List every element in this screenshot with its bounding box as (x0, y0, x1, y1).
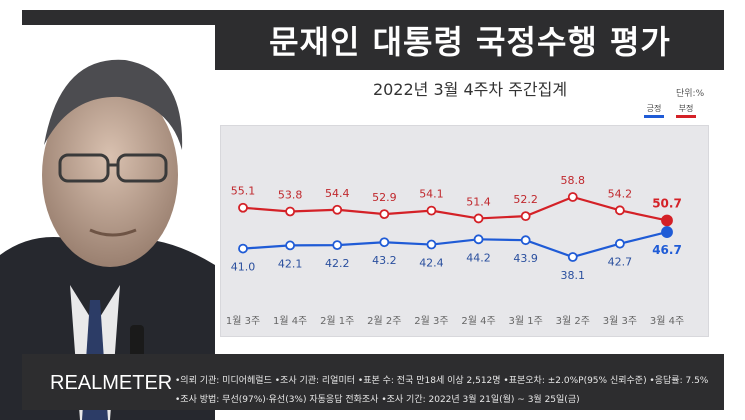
footer-notes: •의뢰 기관: 미디어헤럴드 •조사 기관: 리얼미터 •표본 수: 전국 만1… (175, 372, 715, 410)
negative-point (379, 209, 390, 220)
negative-value-label: 54.2 (608, 187, 633, 200)
footer-line-2: •조사 방법: 무선(97%)·유선(3%) 자동응답 전화조사 •조사 기간:… (175, 395, 580, 405)
x-tick-label: 3월 3주 (603, 315, 637, 327)
x-tick-label: 2월 2주 (367, 315, 401, 327)
positive-series-line (242, 231, 668, 259)
positive-value-label: 42.7 (608, 256, 633, 269)
x-tick-label: 1월 3주 (226, 315, 260, 327)
negative-point (238, 202, 248, 213)
negative-value-label: 58.8 (561, 174, 586, 187)
positive-point (567, 252, 578, 262)
positive-value-label: 41.0 (231, 261, 256, 274)
positive-value-label: 38.1 (561, 269, 586, 282)
negative-point (661, 214, 673, 227)
negative-value-label: 50.7 (652, 196, 682, 210)
negative-point (520, 211, 531, 222)
positive-point (520, 235, 531, 246)
x-tick-label: 2월 3주 (414, 315, 448, 327)
positive-value-label: 46.7 (652, 243, 682, 257)
positive-point (332, 240, 343, 251)
realmeter-logo: REALMETER (50, 372, 173, 394)
legend: 긍정 부정 (640, 103, 702, 123)
positive-point (285, 240, 296, 251)
x-tick-label: 2월 4주 (461, 315, 495, 327)
negative-point (285, 206, 296, 217)
footer-bar (22, 354, 724, 410)
footer-line-1: •의뢰 기관: 미디어헤럴드 •조사 기관: 리얼미터 •표본 수: 전국 만1… (175, 376, 709, 386)
positive-value-label: 43.9 (513, 252, 538, 265)
negative-value-label: 51.4 (466, 195, 491, 208)
negative-series-line (242, 195, 668, 222)
legend-negative-swatch (676, 115, 696, 118)
legend-positive-label: 긍정 (646, 104, 662, 113)
negative-value-label: 52.2 (513, 193, 538, 206)
unit-label: 단위:% (676, 89, 705, 99)
legend-negative-label: 부정 (678, 104, 694, 113)
positive-point (661, 226, 673, 238)
positive-point (614, 238, 625, 249)
plot-area (220, 125, 709, 337)
chart-subtitle: 2022년 3월 4주차 주간집계 (372, 80, 568, 99)
positive-point (238, 243, 248, 254)
negative-value-label: 53.8 (278, 188, 303, 201)
chart-title: 문재인 대통령 국정수행 평가 (269, 23, 671, 61)
positive-point (379, 237, 390, 248)
x-tick-label: 3월 4주 (650, 315, 684, 327)
positive-value-label: 42.4 (419, 257, 444, 270)
positive-point (473, 234, 484, 245)
positive-value-label: 42.2 (325, 257, 350, 270)
negative-value-label: 55.1 (231, 185, 256, 198)
negative-value-label: 52.9 (372, 191, 397, 204)
negative-point (473, 213, 484, 224)
positive-value-label: 42.1 (278, 257, 303, 270)
positive-point (426, 239, 437, 250)
negative-value-label: 54.1 (419, 188, 444, 201)
negative-point (426, 205, 437, 216)
x-tick-label: 2월 1주 (320, 315, 354, 327)
negative-value-label: 54.4 (325, 187, 350, 200)
x-tick-label: 3월 2주 (556, 315, 590, 327)
x-tick-label: 1월 4주 (273, 315, 307, 327)
positive-value-label: 44.2 (466, 251, 491, 264)
negative-point (567, 192, 578, 202)
x-tick-label: 3월 1주 (509, 315, 543, 327)
positive-value-label: 43.2 (372, 254, 397, 267)
negative-point (614, 205, 625, 216)
legend-positive-swatch (644, 115, 664, 118)
negative-point (332, 204, 343, 215)
